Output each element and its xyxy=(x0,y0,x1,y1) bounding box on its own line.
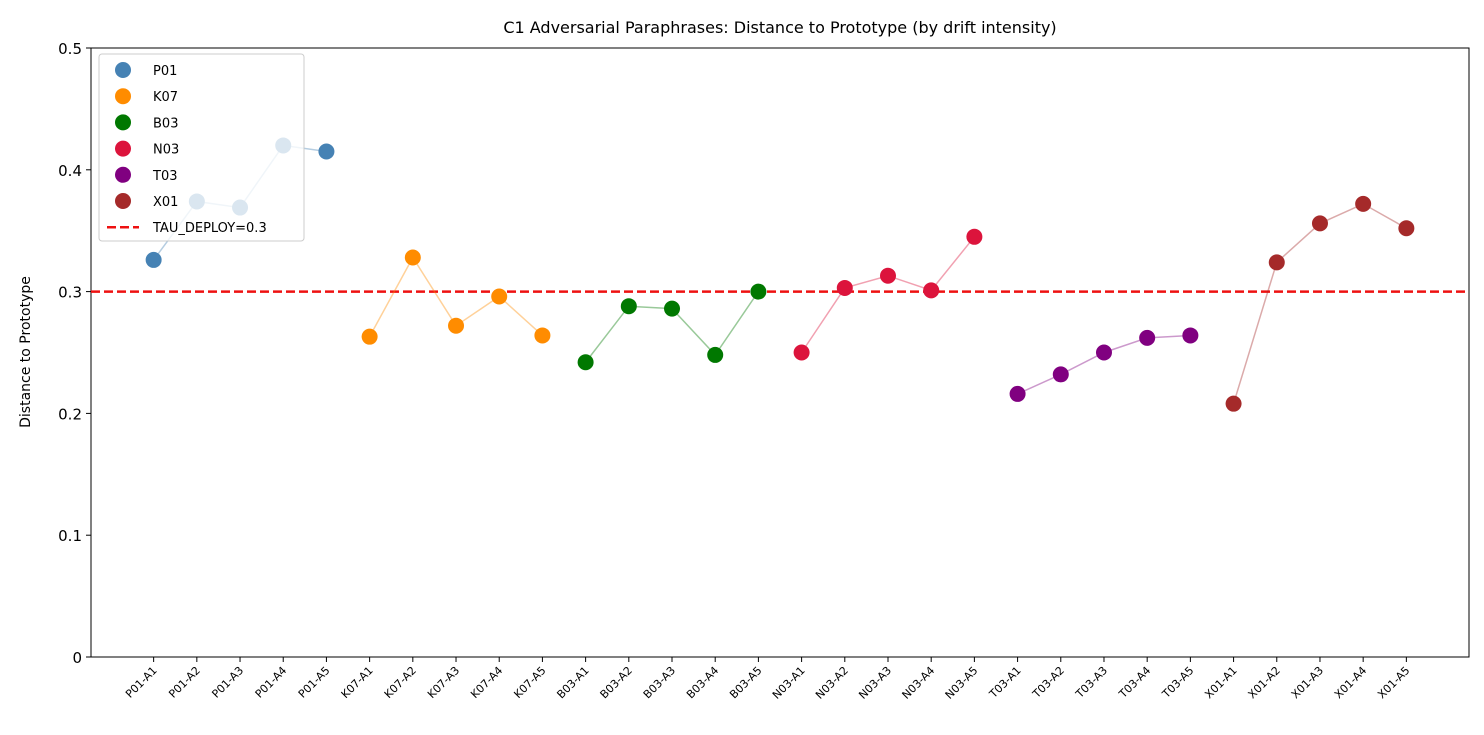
point xyxy=(404,249,421,266)
y-axis-label: Distance to Prototype xyxy=(18,276,34,428)
x-tick-label: X01-A1 xyxy=(1202,664,1239,701)
point xyxy=(577,354,594,371)
x-tick-label: X01-A3 xyxy=(1289,664,1326,701)
legend-marker xyxy=(115,88,131,105)
x-tick-label: K07-A2 xyxy=(382,664,419,701)
point xyxy=(620,298,637,315)
y-tick-label: 0 xyxy=(72,649,82,667)
legend-label: K07 xyxy=(153,90,178,105)
point xyxy=(448,317,465,334)
x-tick-label: N03-A4 xyxy=(899,664,937,702)
x-tick-label: N03-A5 xyxy=(943,664,981,702)
y-tick-label: 0.2 xyxy=(58,405,82,423)
x-tick-label: K07-A1 xyxy=(339,664,376,701)
x-tick-label: X01-A4 xyxy=(1332,664,1369,701)
legend-marker xyxy=(115,193,131,209)
legend-label: TAU_DEPLOY=0.3 xyxy=(152,221,267,236)
point xyxy=(1355,195,1372,212)
point xyxy=(707,346,724,363)
legend: P01 K07 B03 N03 T03 X01 TAU_DEPLOY=0.3 xyxy=(98,53,305,242)
point xyxy=(491,288,508,305)
point xyxy=(534,327,551,344)
x-tick-label: T03-A4 xyxy=(1116,664,1153,701)
x-tick-label: T03-A2 xyxy=(1029,664,1066,701)
point xyxy=(879,267,896,284)
x-tick-label: N03-A1 xyxy=(770,664,808,702)
x-tick-label: P01-A5 xyxy=(296,664,333,701)
point xyxy=(1225,395,1242,412)
legend-box xyxy=(98,53,305,242)
plot-area xyxy=(90,47,1470,658)
legend-label: P01 xyxy=(153,64,177,79)
x-tick-label: K07-A5 xyxy=(511,664,548,701)
x-tick-label: X01-A5 xyxy=(1375,664,1412,701)
legend-label: T03 xyxy=(152,169,177,184)
point xyxy=(1052,366,1069,383)
series-line xyxy=(1017,334,1191,395)
x-tick-label: P01-A1 xyxy=(123,664,160,701)
point xyxy=(361,328,378,345)
series-line xyxy=(1232,203,1407,404)
y-tick-label: 0.3 xyxy=(58,284,82,302)
x-tick-label: K07-A4 xyxy=(468,664,505,701)
x-tick-label: T03-A3 xyxy=(1073,664,1110,701)
x-tick-label: B03-A2 xyxy=(598,664,635,701)
point xyxy=(836,279,853,296)
legend-label: N03 xyxy=(153,143,179,158)
x-tick-label: T03-A1 xyxy=(986,664,1023,701)
x-tick-label: B03-A1 xyxy=(554,664,591,701)
point xyxy=(966,228,983,245)
point xyxy=(664,300,681,317)
point xyxy=(1182,327,1199,344)
point xyxy=(750,283,767,300)
legend-marker xyxy=(115,62,131,78)
point xyxy=(1139,329,1156,346)
y-tick-label: 0.5 xyxy=(58,40,82,58)
x-tick-label: T03-A5 xyxy=(1159,664,1196,701)
point xyxy=(923,282,940,299)
x-tick-label: B03-A5 xyxy=(727,664,764,701)
chart-title: C1 Adversarial Paraphrases: Distance to … xyxy=(503,18,1056,37)
x-tick-label: P01-A3 xyxy=(209,664,246,701)
point xyxy=(793,344,810,361)
legend-marker xyxy=(115,114,131,131)
point xyxy=(1268,254,1285,271)
y-tick-label: 0.1 xyxy=(58,527,82,545)
legend-marker xyxy=(115,140,131,157)
series-line xyxy=(800,236,975,353)
x-tick-label: N03-A3 xyxy=(856,664,894,702)
legend-marker xyxy=(115,166,131,183)
point xyxy=(1095,344,1112,361)
point xyxy=(318,143,335,160)
x-tick-label: N03-A2 xyxy=(813,664,851,702)
x-tick-label: K07-A3 xyxy=(425,664,462,701)
point xyxy=(1009,385,1026,402)
point xyxy=(1311,215,1328,232)
y-tick-label: 0.4 xyxy=(58,162,82,180)
legend-label: B03 xyxy=(153,116,178,131)
point xyxy=(1398,220,1415,237)
point xyxy=(145,251,162,268)
x-tick-label: X01-A2 xyxy=(1246,664,1283,701)
x-tick-label: P01-A2 xyxy=(166,664,203,701)
legend-label: X01 xyxy=(153,195,178,210)
x-tick-label: B03-A4 xyxy=(684,664,721,701)
x-tick-label: P01-A4 xyxy=(253,664,290,701)
x-tick-label: B03-A3 xyxy=(641,664,678,701)
